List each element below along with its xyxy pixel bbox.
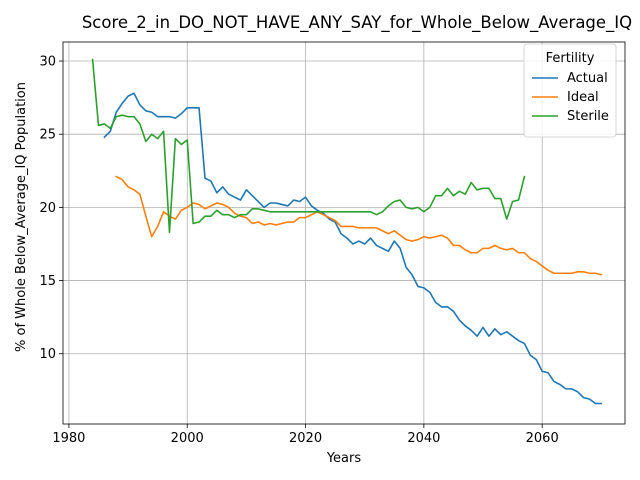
plot-area [62,41,626,425]
series-line-ideal [115,175,603,276]
x-tick-label: 2020 [289,431,322,446]
legend-label-sterile: Sterile [567,109,609,124]
y-tick-label: 20 [39,201,56,216]
x-tick-label: 1980 [52,431,85,446]
y-tick-label: 25 [39,128,56,143]
legend-box [523,43,617,138]
x-tick-label: 2000 [171,431,204,446]
series-line-sterile [91,58,526,234]
legend-label-actual: Actual [567,71,608,86]
legend: Fertility Actual Ideal Sterile [523,43,617,138]
x-axis-title: Years [326,451,362,466]
y-axis-title: % of Whole Below_Average_IQ Population [14,82,29,352]
legend-label-ideal: Ideal [567,90,599,105]
y-tick-label: 10 [39,347,56,362]
y-tick-label: 30 [39,55,56,70]
series-lines [91,58,603,405]
x-tick-label: 2060 [526,431,559,446]
axis-ticks: 1980 2000 2020 2040 2060 10 15 20 25 30 [39,55,558,446]
chart-title: Score_2_in_DO_NOT_HAVE_ANY_SAY_for_Whole… [82,13,632,33]
series-line-actual [103,92,603,405]
y-tick-label: 15 [39,274,56,289]
legend-title: Fertility [546,51,595,66]
x-tick-label: 2040 [407,431,440,446]
